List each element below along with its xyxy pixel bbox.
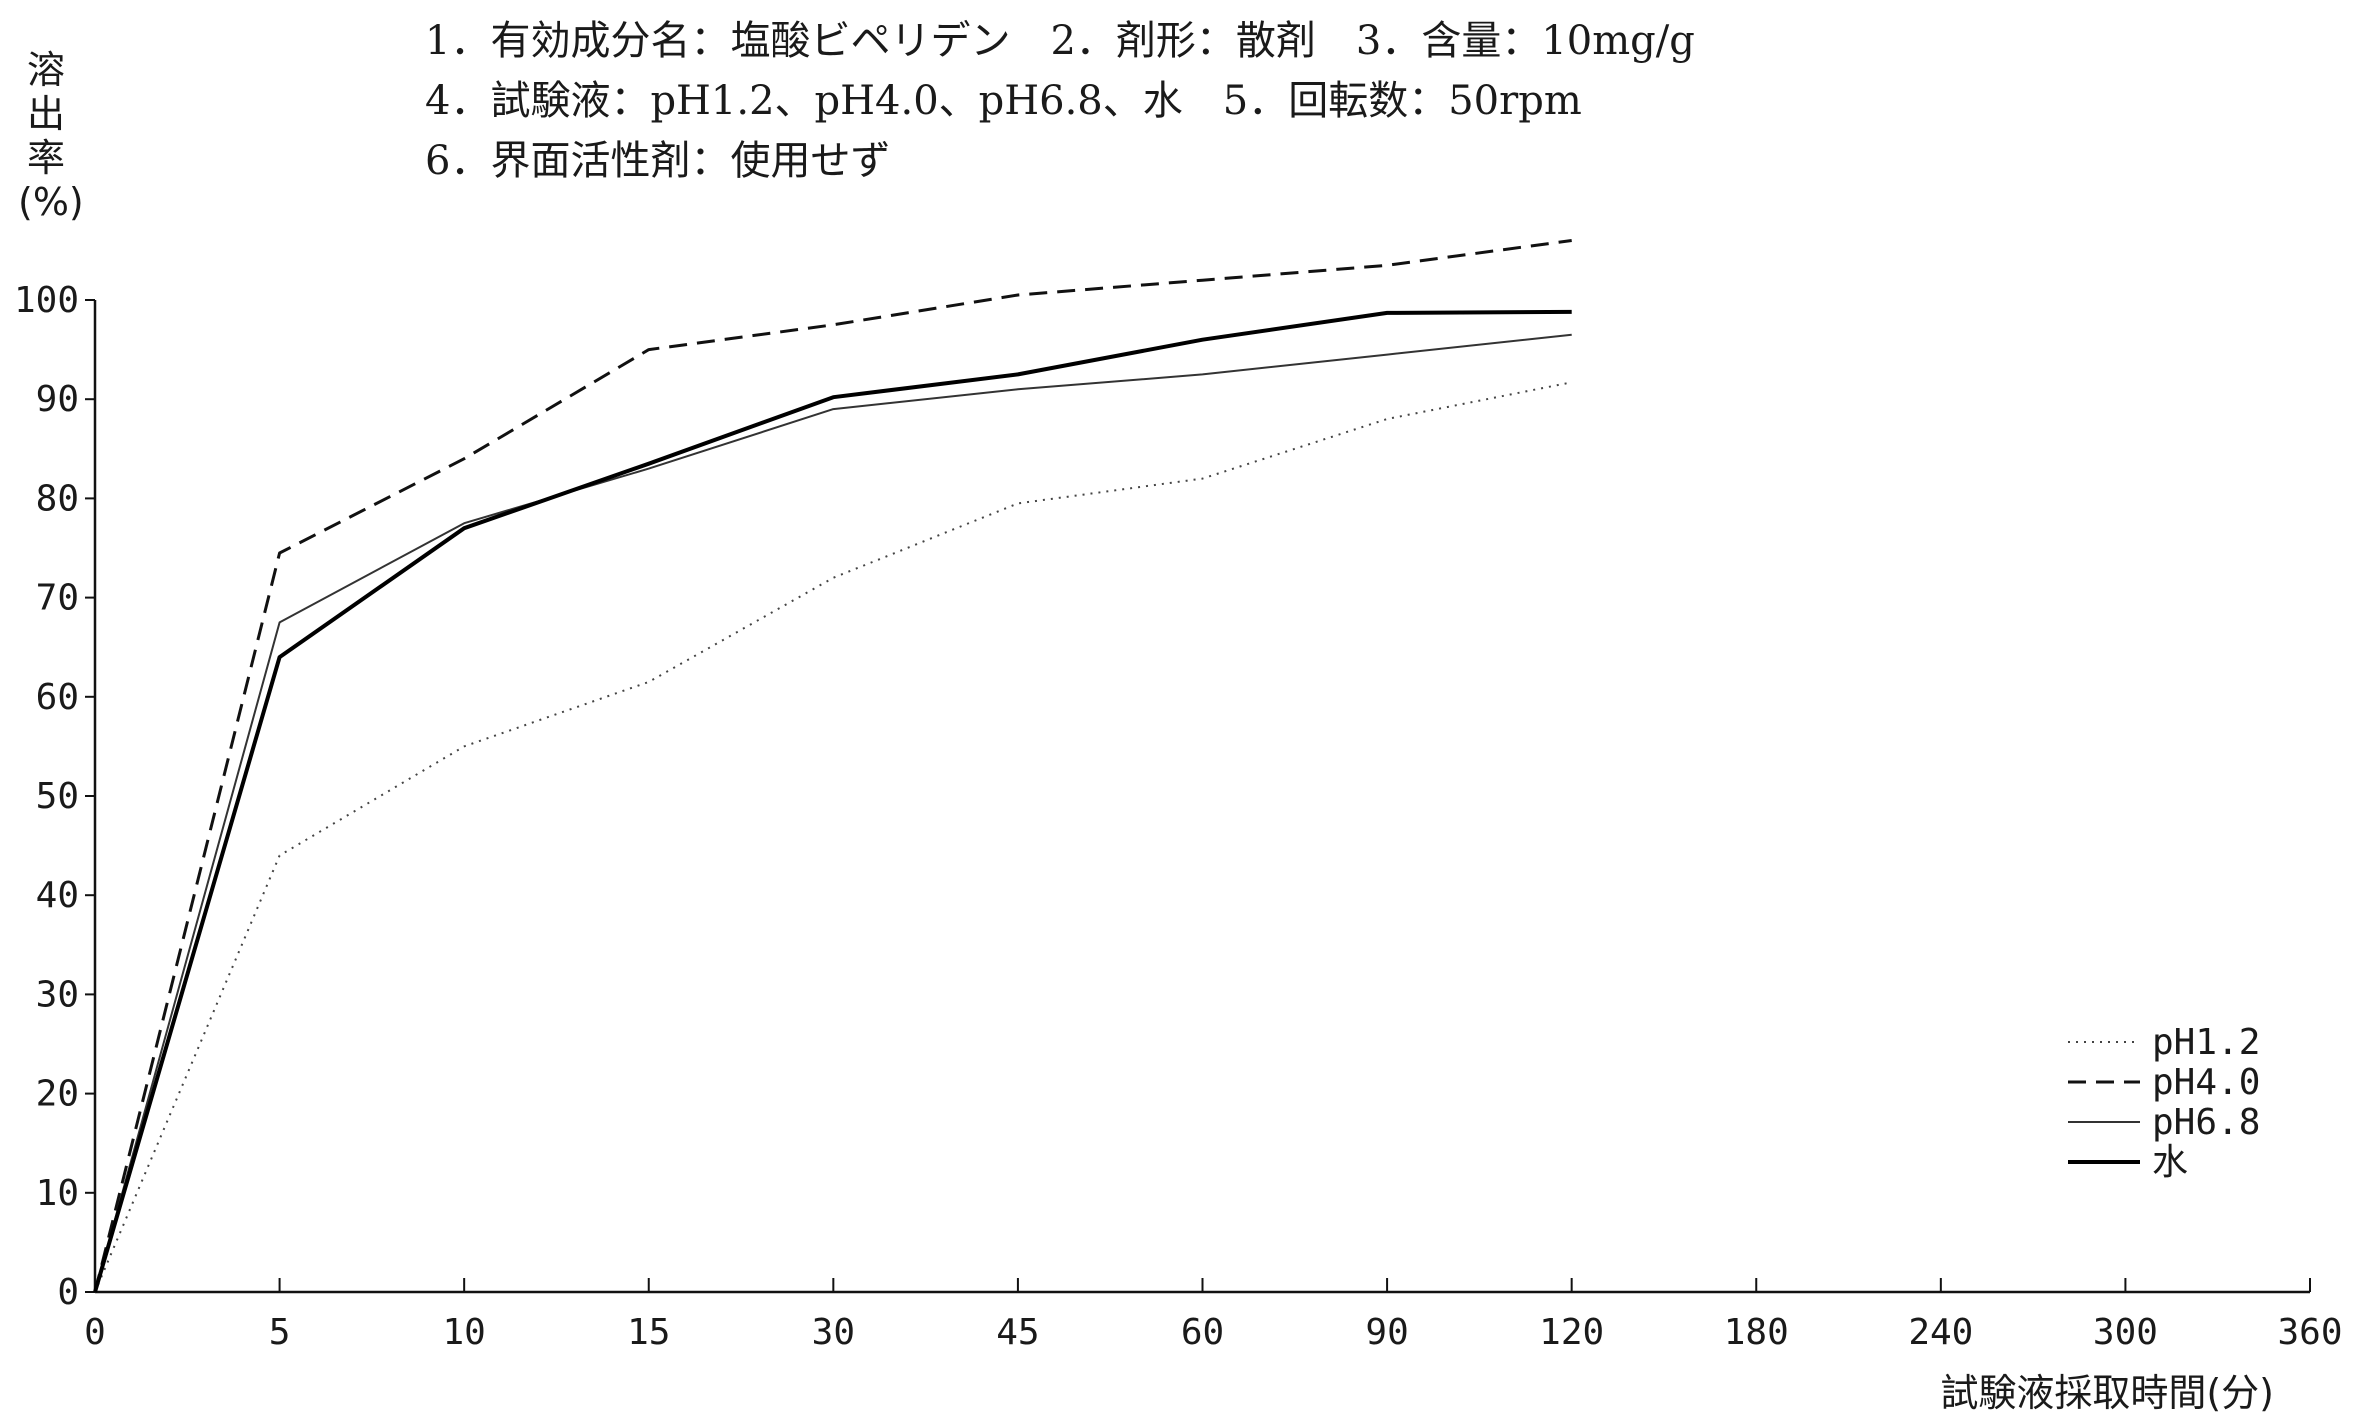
x-tick-label: 240 [1908,1312,1973,1353]
y-tick-label: 50 [36,776,79,817]
series-line-3 [94,333,1572,1293]
series-line-2 [93,239,1572,1293]
x-tick-label: 5 [269,1312,291,1353]
legend-label-1: pH1.2 [2152,1022,2260,1063]
x-tick-label: 45 [996,1312,1039,1353]
x-tick-label: 10 [442,1312,485,1353]
y-tick-label: 20 [36,1074,79,1115]
y-tick-label: 60 [36,677,79,718]
x-tick-label: 0 [84,1312,106,1353]
x-tick-label: 30 [812,1312,855,1353]
header-line-2: 4．試験液：pH1.2、pH4.0、pH6.8、水 5．回転数：50rpm [425,78,1582,124]
series-line-4 [93,309,1572,1293]
y-axis-label-char-2: 出 [26,92,65,136]
legend-label-4: 水 [2152,1142,2188,1183]
y-axis-label: 溶 出 率 (%) [18,48,84,224]
series-line-1 [94,381,1572,1293]
x-axis-label: 試験液採取時間(分) [1940,1371,2274,1415]
y-tick-label: 100 [14,280,79,321]
header-line-3: 6．界面活性剤：使用せず [425,138,891,184]
x-tick-label: 60 [1181,1312,1224,1353]
y-tick-label: 0 [57,1272,79,1313]
y-tick-label: 40 [36,875,79,916]
y-tick-label: 30 [36,974,79,1015]
legend-label-3: pH6.8 [2152,1102,2260,1143]
x-tick-label: 120 [1539,1312,1604,1353]
y-axis-label-char-1: 溶 [26,48,65,92]
y-tick-label: 10 [36,1173,79,1214]
x-tick-label: 180 [1724,1312,1789,1353]
x-tick-label: 15 [627,1312,670,1353]
header-line-1: 1．有効成分名：塩酸ビペリデン 2．剤形：散剤 3．含量：10mg/g [425,18,1695,64]
y-axis-label-unit: (%) [18,180,84,224]
y-axis-label-char-3: 率 [26,136,65,180]
legend-label-2: pH4.0 [2152,1062,2260,1103]
x-tick-label: 300 [2093,1312,2158,1353]
x-tick-label: 90 [1365,1312,1408,1353]
y-tick-label: 70 [36,578,79,619]
y-tick-label: 80 [36,478,79,519]
y-tick-label: 90 [36,379,79,420]
x-tick-label: 360 [2277,1312,2342,1353]
